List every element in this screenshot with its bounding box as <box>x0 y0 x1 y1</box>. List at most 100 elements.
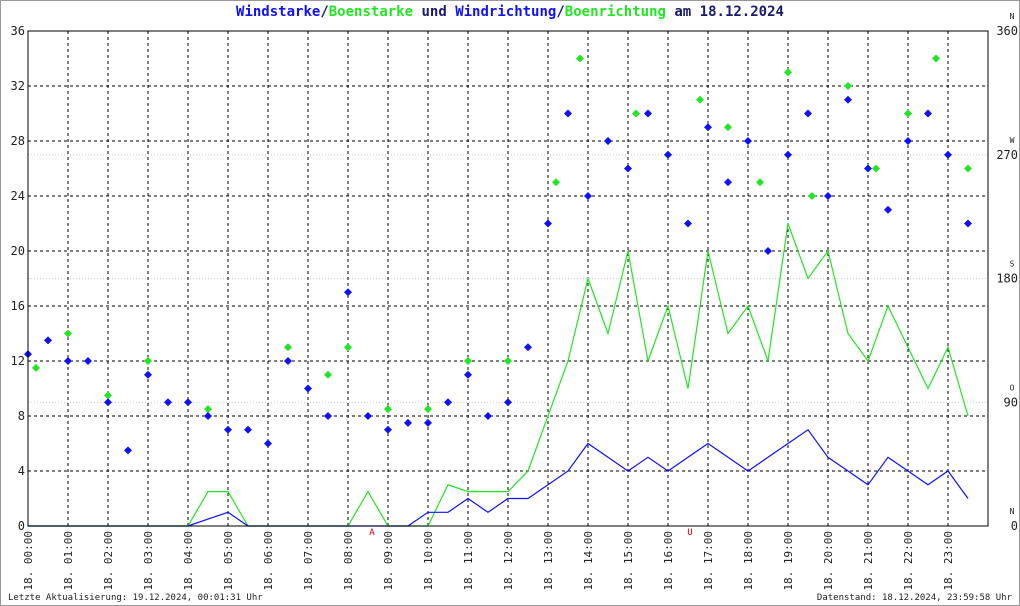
x-tick-label: 18. 09:00 <box>382 531 395 591</box>
plot-frame <box>27 30 989 527</box>
direction-point <box>664 150 672 159</box>
direction-point <box>304 384 312 393</box>
y2-tick-label: 360 <box>996 24 1018 38</box>
x-tick-label: 18. 21:00 <box>862 531 875 591</box>
direction-point <box>552 178 560 187</box>
direction-point <box>844 95 852 104</box>
y2-tick-label: 180 <box>996 272 1018 286</box>
x-tick-label: 18. 19:00 <box>782 531 795 591</box>
direction-point <box>644 109 652 118</box>
direction-point <box>864 164 872 173</box>
y-tick-label: 4 <box>18 464 25 478</box>
x-tick-label: 18. 18:00 <box>742 531 755 591</box>
x-tick-label: 18. 15:00 <box>622 531 635 591</box>
direction-point <box>104 398 112 407</box>
x-tick-label: 18. 06:00 <box>262 531 275 591</box>
direction-point <box>904 137 912 145</box>
x-tick-label: 18. 12:00 <box>502 531 515 591</box>
direction-point <box>84 357 92 365</box>
direction-point <box>64 329 72 338</box>
y-tick-label: 24 <box>11 189 25 203</box>
x-tick-label: 18. 01:00 <box>62 531 75 591</box>
direction-point <box>872 164 880 173</box>
direction-point <box>424 405 432 414</box>
title-part: und <box>413 4 455 20</box>
x-tick-label: 18. 02:00 <box>102 531 115 591</box>
y-tick-label: 20 <box>11 244 25 258</box>
direction-point <box>964 219 972 228</box>
direction-point <box>756 178 764 187</box>
direction-point <box>364 412 372 420</box>
direction-point <box>704 123 712 132</box>
compass-label: N <box>1010 507 1015 516</box>
x-tick-label: 18. 00:00 <box>22 531 35 591</box>
direction-point <box>324 412 332 420</box>
direction-point <box>932 54 940 63</box>
direction-point <box>104 391 112 400</box>
y-tick-label: 16 <box>11 299 25 313</box>
compass-label: N <box>1010 12 1015 21</box>
direction-point <box>384 405 392 414</box>
direction-point <box>632 109 640 118</box>
compass-label: O <box>1010 383 1015 392</box>
title-part: / <box>320 4 328 20</box>
direction-point <box>584 192 592 200</box>
direction-point <box>284 343 292 352</box>
y2-tick-label: 270 <box>996 148 1018 162</box>
direction-point <box>844 82 852 90</box>
title-part: / <box>556 4 564 20</box>
direction-point <box>32 363 40 372</box>
direction-point <box>904 109 912 118</box>
direction-point <box>784 68 792 77</box>
direction-point <box>344 288 352 297</box>
direction-point <box>724 123 732 132</box>
direction-point <box>684 219 692 228</box>
direction-point <box>164 398 172 407</box>
direction-point <box>264 439 272 448</box>
direction-point <box>204 405 212 414</box>
direction-point <box>384 425 392 434</box>
y-tick-label: 0 <box>18 519 25 533</box>
annotation: A <box>369 528 375 538</box>
direction-point <box>244 425 252 434</box>
direction-point <box>764 247 772 255</box>
direction-point <box>464 357 472 365</box>
direction-point <box>404 418 412 427</box>
direction-point <box>144 357 152 365</box>
footer-left: Letzte Aktualisierung: 19.12.2024, 00:01… <box>8 593 263 603</box>
x-tick-label: 18. 22:00 <box>902 531 915 591</box>
direction-point <box>324 370 332 379</box>
direction-point <box>184 398 192 407</box>
title-part: Windstarke <box>236 4 320 20</box>
direction-point <box>504 398 512 407</box>
title-part: Boenrichtung <box>565 4 666 20</box>
x-tick-label: 18. 07:00 <box>302 531 315 591</box>
x-tick-label: 18. 11:00 <box>462 531 475 591</box>
x-tick-label: 18. 20:00 <box>822 531 835 591</box>
compass-label: W <box>1010 136 1015 145</box>
y-tick-label: 12 <box>11 354 25 368</box>
x-tick-label: 18. 16:00 <box>662 531 675 591</box>
title-part: Windrichtung <box>455 4 556 20</box>
x-tick-label: 18. 03:00 <box>142 531 155 591</box>
x-tick-label: 18. 23:00 <box>942 531 955 591</box>
direction-point <box>344 343 352 352</box>
direction-point <box>744 137 752 145</box>
direction-point <box>784 150 792 159</box>
direction-point <box>576 54 584 63</box>
direction-point <box>724 178 732 187</box>
direction-point <box>124 446 132 455</box>
direction-point <box>224 425 232 434</box>
direction-point <box>944 150 952 159</box>
direction-point <box>64 357 72 365</box>
direction-point <box>504 357 512 365</box>
direction-point <box>564 109 572 118</box>
direction-point <box>44 336 52 345</box>
y-tick-label: 28 <box>11 134 25 148</box>
direction-point <box>964 164 972 173</box>
direction-point <box>824 192 832 200</box>
x-tick-label: 18. 14:00 <box>582 531 595 591</box>
direction-point <box>924 109 932 118</box>
compass-label: S <box>1010 260 1015 269</box>
